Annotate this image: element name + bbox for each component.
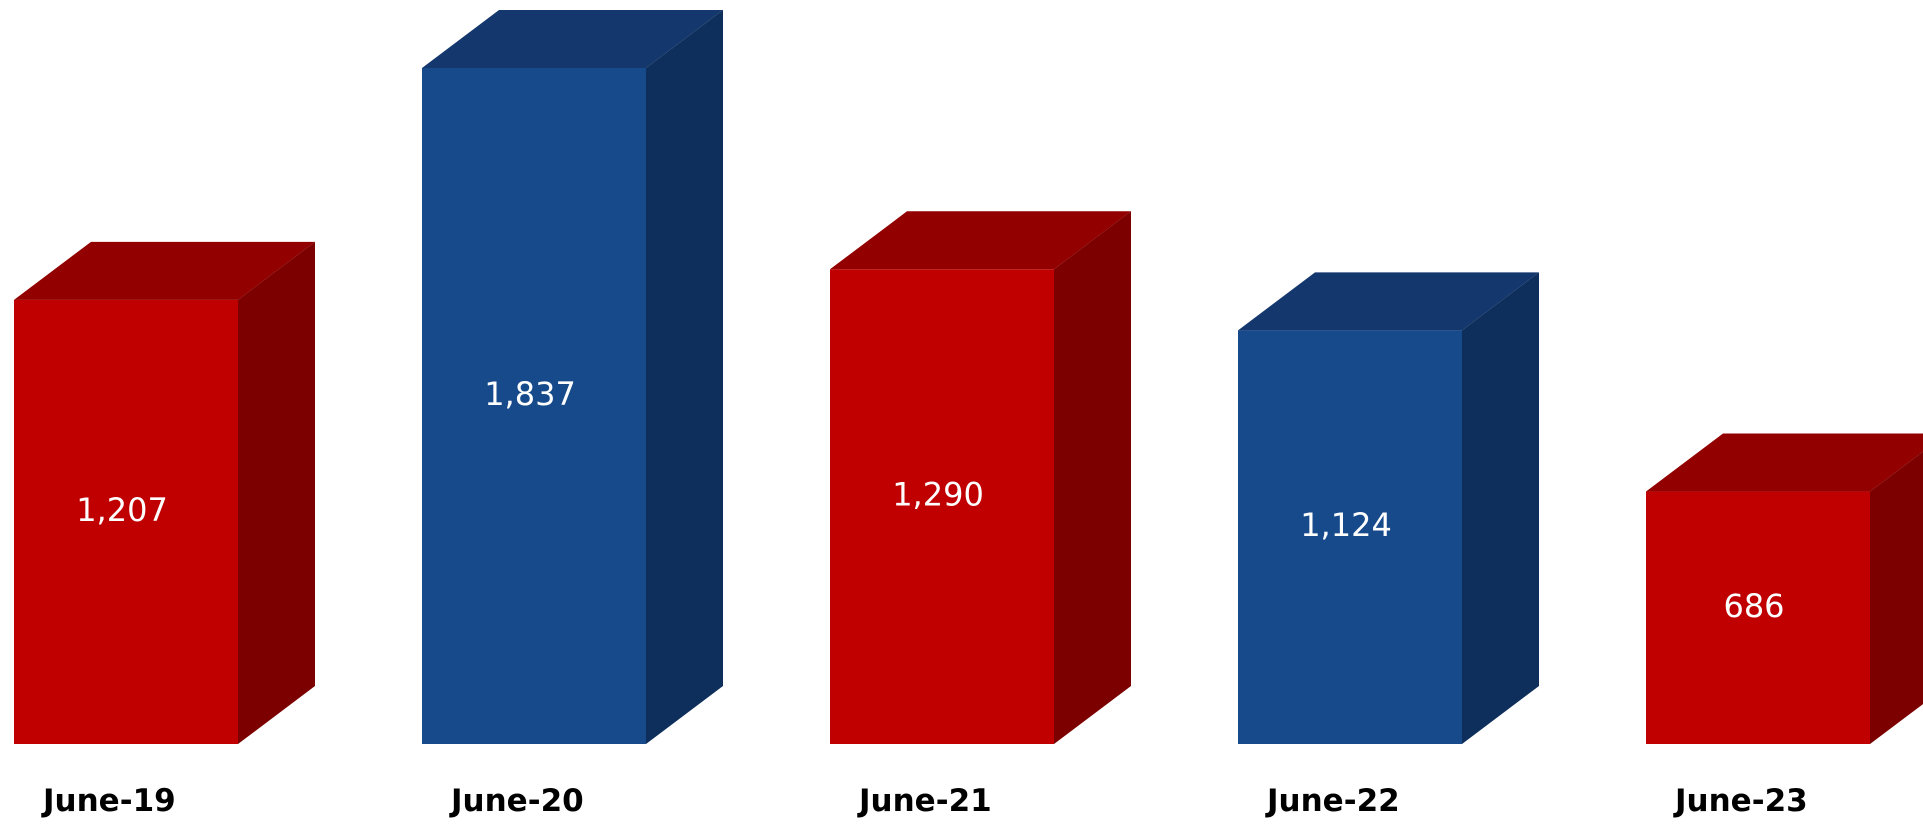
bar-top-face: [830, 211, 1131, 270]
bar-top-face: [1238, 272, 1539, 331]
data-label: 1,124: [1300, 506, 1392, 544]
category-label: June-20: [449, 783, 584, 819]
data-label: 1,290: [892, 476, 984, 514]
bar-side-face: [1462, 272, 1539, 744]
bar-top-face: [1646, 433, 1923, 492]
bar-front-face: [14, 299, 238, 744]
bar-front-face: [1238, 330, 1462, 744]
data-label: 1,207: [76, 491, 168, 529]
bar-front-face: [422, 68, 646, 744]
bar-side-face: [646, 10, 723, 744]
bar-top-face: [14, 241, 315, 300]
bar-front-face: [830, 269, 1054, 744]
bar-june-23: 686: [1646, 433, 1923, 744]
bar-june-20: 1,837: [422, 10, 723, 744]
category-label: June-21: [857, 783, 992, 819]
bars-layer: 1,207 1,837 1,290 1,124 686: [14, 10, 1923, 744]
bar-side-face: [238, 241, 315, 744]
bar-june-19: 1,207: [14, 241, 315, 744]
data-label: 686: [1723, 587, 1784, 625]
category-label: June-22: [1265, 783, 1400, 819]
category-label: June-19: [41, 783, 176, 819]
category-label: June-23: [1673, 783, 1808, 819]
bar-side-face: [1054, 211, 1131, 744]
bar-front-face: [1646, 491, 1870, 744]
data-label: 1,837: [484, 375, 576, 413]
bar-june-21: 1,290: [830, 211, 1131, 744]
bar-top-face: [422, 10, 723, 68]
bar-side-face: [1870, 451, 1923, 744]
category-labels: June-19 June-20 June-21 June-22 June-23: [41, 783, 1808, 819]
bar-june-22: 1,124: [1238, 272, 1539, 744]
